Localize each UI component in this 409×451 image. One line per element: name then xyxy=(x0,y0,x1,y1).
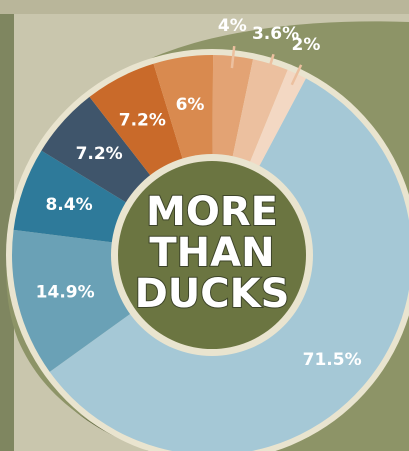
background-frame-left xyxy=(0,0,14,451)
slice-label-2: 14.9% xyxy=(36,282,95,302)
slice-labels: 71.5% 14.9% 8.4% 7.2% 7.2% 6% 4% 3.6%2% xyxy=(36,16,362,370)
slice-label-5: 7.2% xyxy=(119,110,166,130)
slice-label-3: 8.4% xyxy=(45,195,92,215)
slice-label-4: 7.2% xyxy=(76,144,123,164)
donut-slice-2 xyxy=(12,229,135,372)
donut-slice-6 xyxy=(153,55,214,165)
leader-line-9 xyxy=(290,64,303,86)
slice-label-1: 71.5% xyxy=(303,350,362,370)
center-hole xyxy=(118,161,306,349)
donut-slice-5 xyxy=(89,63,185,180)
donut-slice-4 xyxy=(41,96,154,206)
slice-label-9: 2% xyxy=(292,35,321,55)
donut-slice-7 xyxy=(212,55,254,163)
leader-line-8 xyxy=(265,53,275,76)
background-frame-top xyxy=(0,0,409,14)
slice-label-7: 4% xyxy=(218,16,247,36)
donut-slice-9 xyxy=(247,69,306,172)
center-title-line-2: THAN xyxy=(149,230,274,276)
slice-label-6: 6% xyxy=(176,95,205,115)
center-title-line-3: DUCKS xyxy=(135,271,290,317)
leader-line-7 xyxy=(230,46,236,69)
donut-slice-8 xyxy=(231,59,288,168)
donut-slice-1 xyxy=(49,78,409,451)
slice-label-8: 3.6% xyxy=(252,24,299,44)
center-title-line-1: MORE xyxy=(146,189,278,235)
donut-slice-3 xyxy=(13,150,131,244)
leader-lines xyxy=(230,46,303,86)
